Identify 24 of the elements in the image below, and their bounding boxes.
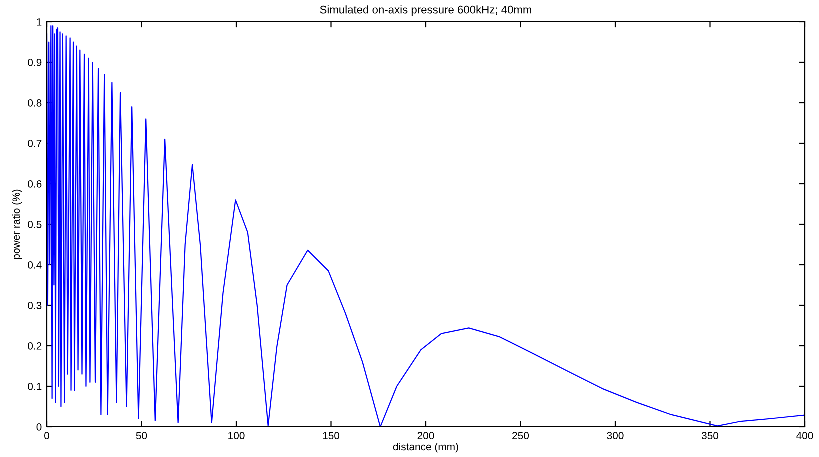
- y-tick-label: 0.2: [28, 342, 42, 350]
- x-tick-label: 150: [323, 432, 340, 440]
- y-tick-label: 0: [36, 424, 42, 431]
- x-tick-label: 50: [136, 432, 148, 440]
- y-tick-label: 0.1: [28, 383, 42, 390]
- x-tick-label: 100: [228, 432, 245, 440]
- y-tick-label: 0.4: [28, 262, 42, 269]
- y-tick-label: 0.5: [28, 221, 42, 228]
- x-tick-label: 300: [607, 432, 624, 440]
- x-tick-label: 250: [512, 432, 530, 440]
- x-tick-label: 350: [702, 432, 719, 440]
- x-tick-label: 0: [44, 432, 50, 440]
- x-tick-label: 200: [418, 432, 434, 440]
- y-tick-label: 0.8: [28, 100, 42, 107]
- x-axis-title: distance (mm): [393, 442, 458, 453]
- y-axis-title: power ratio (%): [12, 190, 22, 260]
- line-series: [47, 25, 805, 427]
- y-tick-label: 0.9: [28, 59, 42, 66]
- x-tick-label: 400: [796, 432, 814, 440]
- y-tick-label: 1: [37, 18, 42, 26]
- y-tick-label: 0.6: [28, 180, 42, 188]
- y-tick-label: 0.7: [28, 140, 42, 148]
- y-tick-label: 0.3: [28, 302, 42, 310]
- chart-title: Simulated on-axis pressure 600kHz; 40mm: [320, 6, 532, 16]
